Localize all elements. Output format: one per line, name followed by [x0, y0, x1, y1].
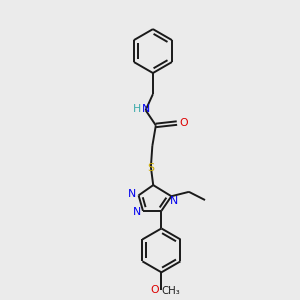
Text: N: N: [128, 189, 136, 199]
Text: CH₃: CH₃: [161, 286, 180, 296]
Text: N: N: [170, 196, 178, 206]
Text: N: N: [132, 207, 141, 217]
Text: N: N: [142, 104, 150, 114]
Text: S: S: [147, 163, 155, 173]
Text: O: O: [151, 285, 159, 295]
Text: O: O: [179, 118, 188, 128]
Text: H: H: [133, 104, 141, 114]
